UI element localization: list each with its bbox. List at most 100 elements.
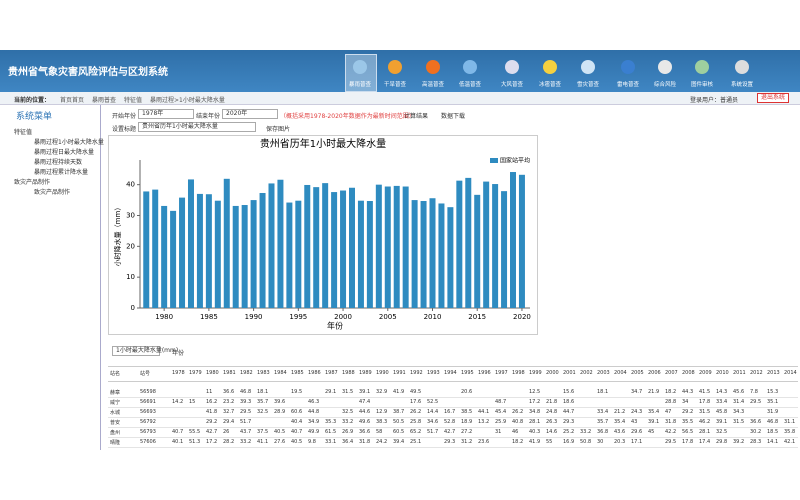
logout-button[interactable]: 退出系统 xyxy=(757,93,790,103)
table-cell: 43 xyxy=(631,419,638,425)
table-cell: 33.2 xyxy=(580,429,592,435)
download-button[interactable]: 数据下载 xyxy=(441,113,466,120)
menu-group[interactable]: 特征值 xyxy=(14,129,33,136)
table-cell: 盘州 xyxy=(110,430,121,436)
table-cell: 57606 xyxy=(140,439,156,445)
breadcrumb-item[interactable]: 特征值 xyxy=(124,97,143,104)
table-cell: 31.5 xyxy=(342,389,354,395)
menu-item[interactable]: 致灾产品制作 xyxy=(34,189,71,196)
table-cell: 25.8 xyxy=(410,419,422,425)
data-table: 站名 站号 1978 1979 1980 1981 1982 1983 1984 1985 1986… xyxy=(108,366,798,451)
table-cell: 31.2 xyxy=(461,439,473,445)
bar xyxy=(170,210,177,308)
table-cell: 41.1 xyxy=(257,439,269,445)
menu-item[interactable]: 暴雨过程累计降水量 xyxy=(34,169,89,176)
column-header: 1983 xyxy=(257,370,270,376)
column-header[interactable]: 站名 xyxy=(110,371,121,377)
save-button[interactable]: 保存图片 xyxy=(266,126,291,133)
nav-item[interactable]: 雷电普查 xyxy=(616,82,639,88)
table-cell: 35.8 xyxy=(784,429,796,435)
table-cell: 34 xyxy=(682,399,689,405)
nav-item[interactable]: 高温普查 xyxy=(421,82,444,88)
table-cell: 35.7 xyxy=(597,419,609,425)
nav-item[interactable]: 低温普查 xyxy=(458,82,481,88)
table-cell: 29.3 xyxy=(563,419,575,425)
nav-item[interactable]: 综合风险 xyxy=(653,82,676,88)
table-cell: 55.5 xyxy=(189,429,201,435)
title-label: 设置标题 xyxy=(112,126,137,133)
table-cell: 42.2 xyxy=(665,429,677,435)
table-cell: 32.7 xyxy=(223,409,235,415)
calc-button[interactable]: 计算结果 xyxy=(404,113,429,120)
nav-item[interactable]: 干旱普查 xyxy=(383,82,406,88)
column-header: 2003 xyxy=(597,370,610,376)
column-header: 2000 xyxy=(546,370,559,376)
start-select[interactable]: 1978年 xyxy=(138,109,194,119)
table-cell: 56792 xyxy=(140,419,156,425)
nav-item[interactable]: 冰雹普查 xyxy=(538,82,561,88)
table-cell: 40.5 xyxy=(291,439,303,445)
table-cell: 29.5 xyxy=(665,439,677,445)
table-cell: 46 xyxy=(512,429,519,435)
header-rule xyxy=(108,381,798,382)
table-cell: 40.3 xyxy=(529,429,541,435)
header: 贵州省气象灾害风险评估与区划系统 暴雨普查 干旱普查 高温普查 低温普查 大风普查 冰雹普… xyxy=(0,50,800,92)
bar xyxy=(366,201,373,308)
table-cell: 15.6 xyxy=(563,389,575,395)
nav-item[interactable]: 暴雨普查 xyxy=(348,82,371,88)
end-label: 结束年份 xyxy=(196,113,221,120)
bar xyxy=(438,203,445,308)
group-select[interactable]: 年份 xyxy=(172,350,185,357)
app-title: 贵州省气象灾害风险评估与区划系统 xyxy=(8,67,168,78)
table-cell: 29.3 xyxy=(444,439,456,445)
table-cell: 46.3 xyxy=(308,399,320,405)
nav-item[interactable]: 大风普查 xyxy=(500,82,523,88)
bar xyxy=(295,200,302,308)
nav-item[interactable]: 图件审核 xyxy=(690,82,713,88)
breadcrumb-item[interactable]: 暴雨普查 xyxy=(92,97,117,104)
range-note: （概括采用1978-2020年数据作为最新时间范围） xyxy=(280,113,415,120)
table-cell: 18.1 xyxy=(597,389,609,395)
menu-group[interactable]: 致灾产品制作 xyxy=(14,179,51,186)
nav-item[interactable]: 雪灾普查 xyxy=(576,82,599,88)
menu-item[interactable]: 暴雨过程持续天数 xyxy=(34,159,83,166)
table-cell: 36.6 xyxy=(223,389,235,395)
end-select[interactable]: 2020年 xyxy=(222,109,278,119)
table-cell: 39.2 xyxy=(733,439,745,445)
breadcrumb-item[interactable]: 首页首页 xyxy=(60,97,85,104)
table-cell: 49.9 xyxy=(308,429,320,435)
column-header: 2006 xyxy=(648,370,661,376)
bar xyxy=(179,197,186,308)
table-cell: 34.8 xyxy=(529,409,541,415)
table-cell: 21.8 xyxy=(546,399,558,405)
table-cell: 40.5 xyxy=(274,429,286,435)
table-cell: 45.8 xyxy=(716,409,728,415)
table-cell: 31.5 xyxy=(699,409,711,415)
title-input[interactable]: 贵州省历年1小时最大降水量 xyxy=(138,122,256,132)
table-cell: 52.8 xyxy=(444,419,456,425)
column-header: 2007 xyxy=(665,370,678,376)
table-cell: 21.2 xyxy=(614,409,626,415)
x-tick-label: 1980 xyxy=(155,313,173,321)
column-header: 2013 xyxy=(767,370,780,376)
column-header: 1982 xyxy=(240,370,253,376)
table-cell: 56793 xyxy=(140,429,156,435)
table-cell: 36.8 xyxy=(597,429,609,435)
table-cell: 50.5 xyxy=(393,419,405,425)
table-cell: 46.8 xyxy=(240,389,252,395)
y-tick-label: 0 xyxy=(131,304,135,312)
table-cell: 44.6 xyxy=(359,409,371,415)
breadcrumb-item[interactable]: 暴雨过程>1小时最大降水量 xyxy=(150,97,225,104)
column-header: 2008 xyxy=(682,370,695,376)
column-header[interactable]: 站号 xyxy=(140,371,151,377)
table-cell: 17.8 xyxy=(699,399,711,405)
menu-item[interactable]: 暴雨过程日最大降水量 xyxy=(34,149,95,156)
table-cell: 29.2 xyxy=(682,409,694,415)
nav-icon xyxy=(505,60,519,74)
field-select[interactable]: 1小时最大降水量(mm) xyxy=(112,346,178,356)
table-cell: 44.7 xyxy=(563,409,575,415)
menu-item[interactable]: 暴雨过程1小时最大降水量 xyxy=(34,139,104,146)
nav-item[interactable]: 系统设置 xyxy=(730,82,753,88)
